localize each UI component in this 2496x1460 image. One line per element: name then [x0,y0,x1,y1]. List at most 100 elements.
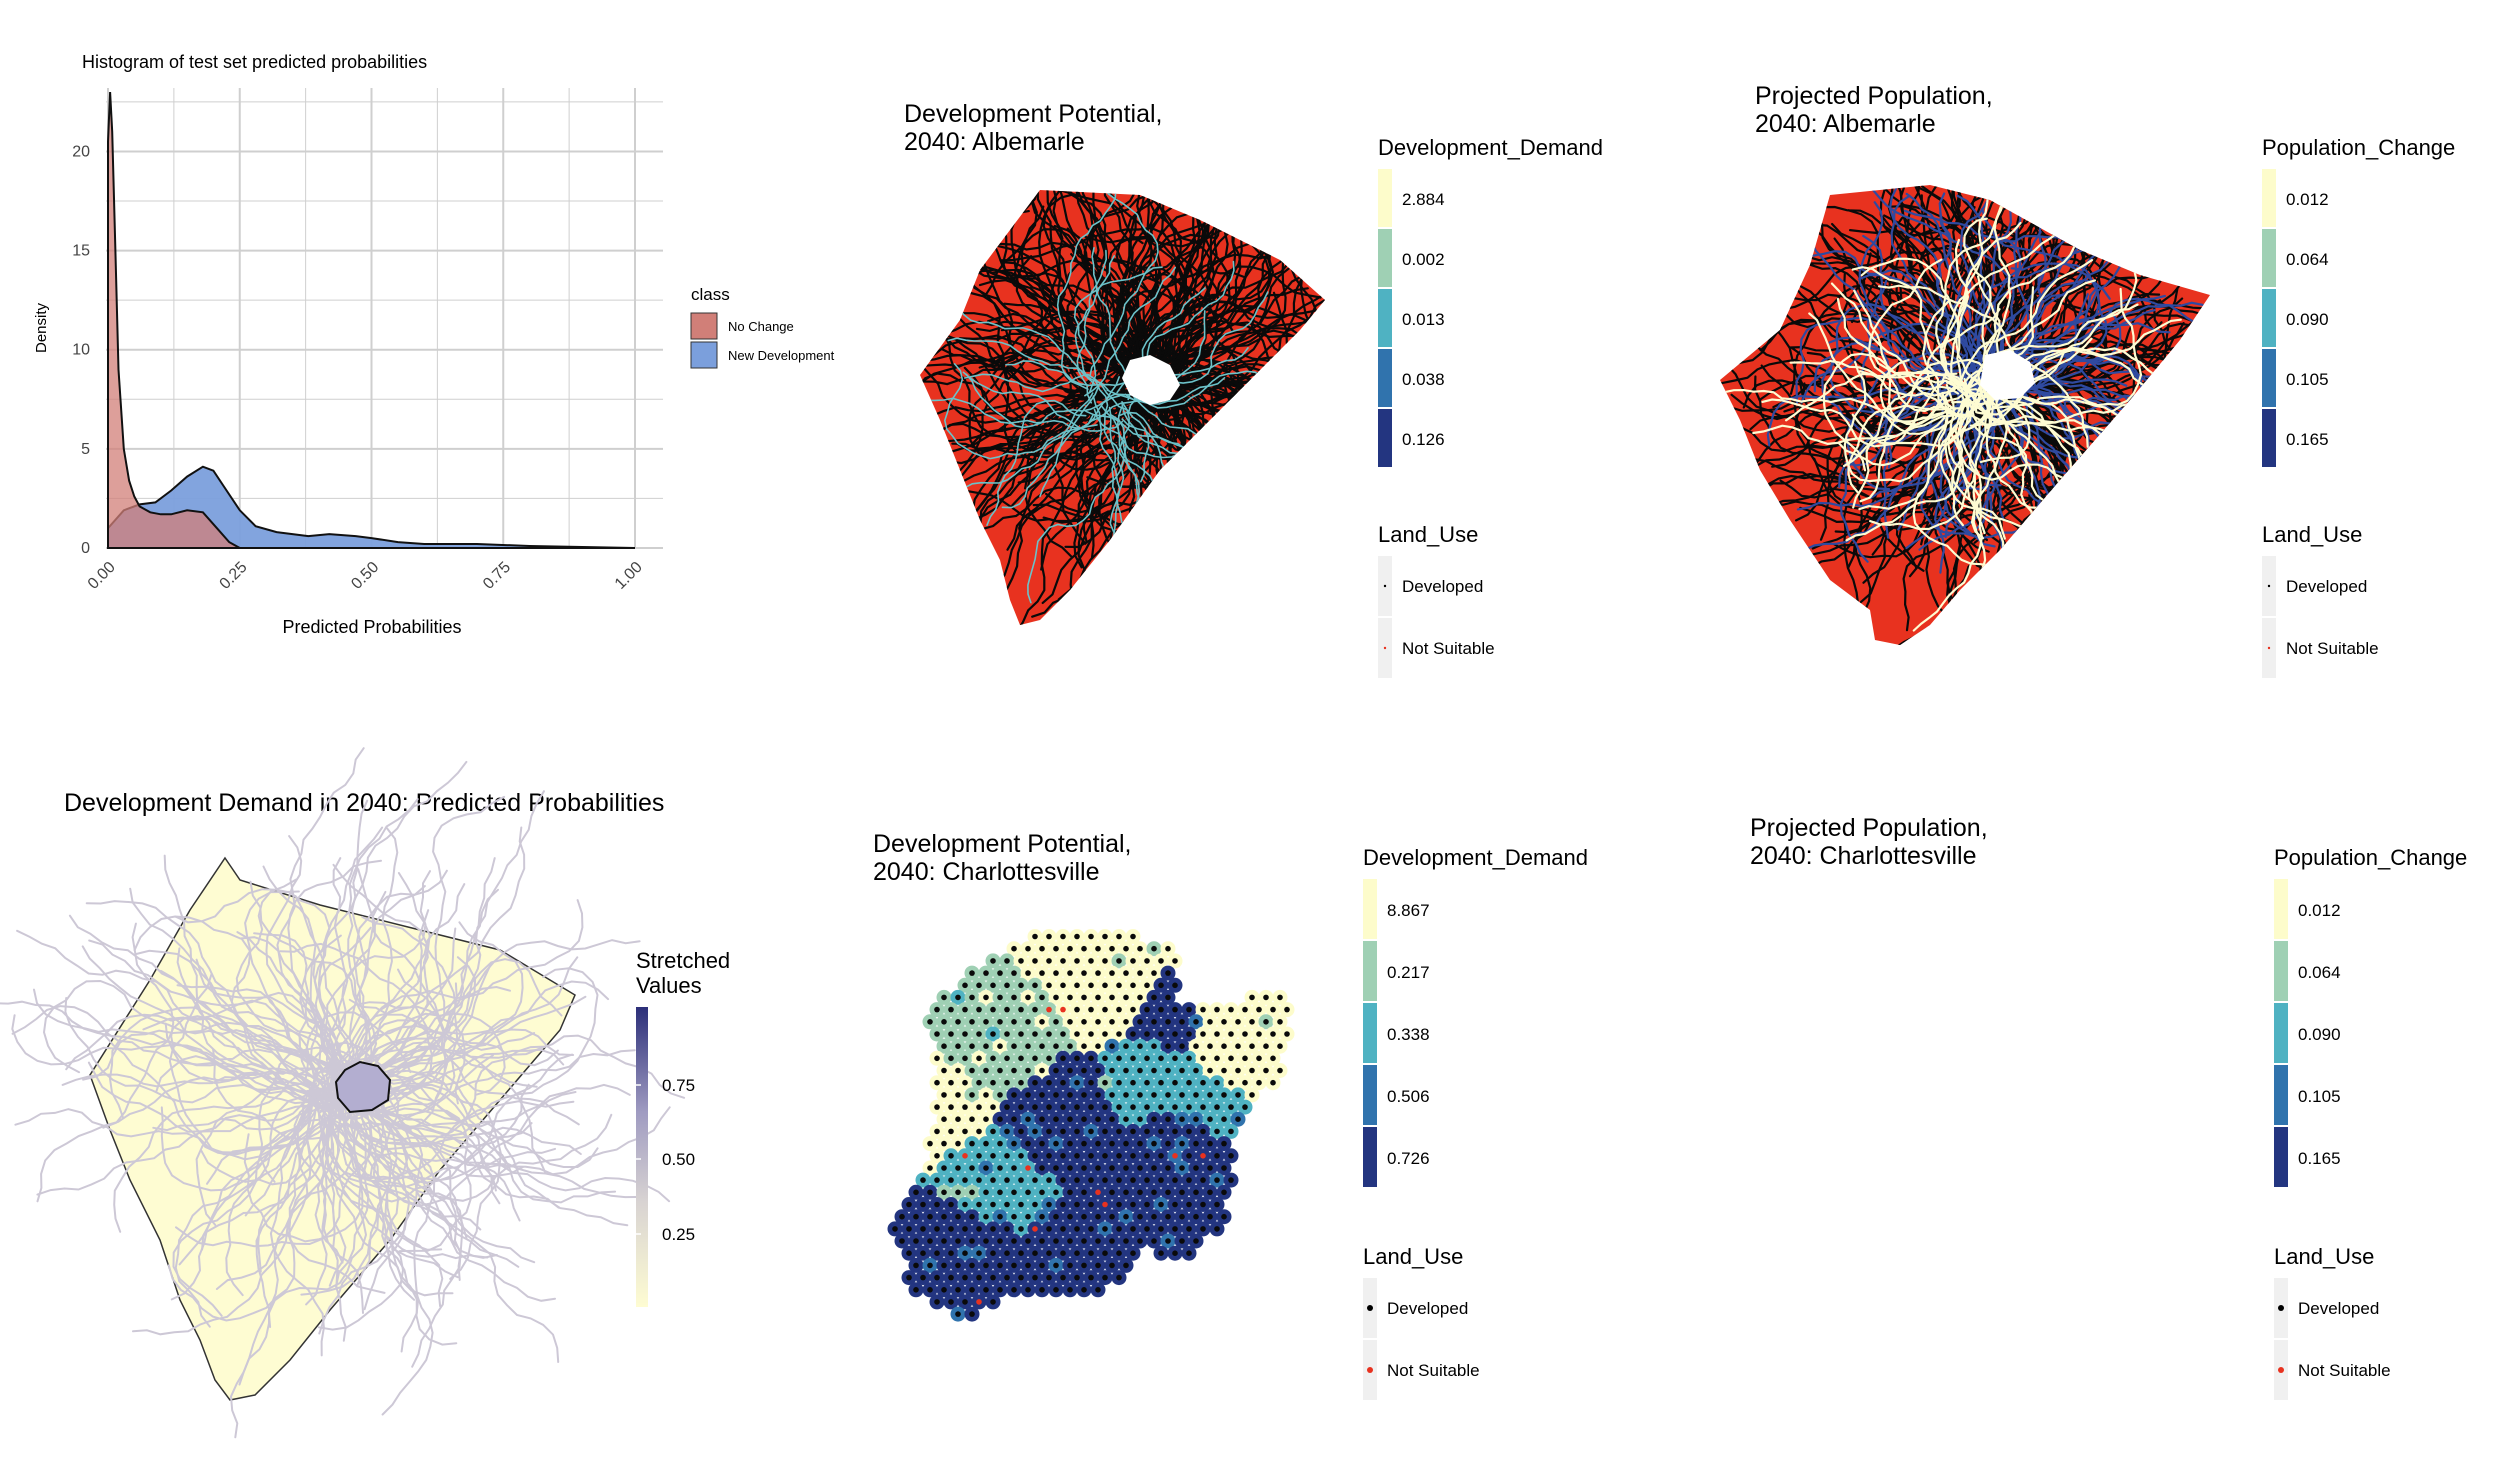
density-x-ticks: 0.00 0.25 0.50 0.75 1.00 [85,559,646,593]
albemarle-dev-road-network [920,190,1325,625]
charlottesville-hole-pop [1980,350,2035,400]
land-use-point [1102,1104,1108,1110]
land-use-point [1004,1104,1010,1110]
land-use-point [1074,1079,1080,1086]
road-segment [296,1078,339,1290]
land-use-point [1095,1116,1101,1122]
land-use-point [1018,1006,1024,1013]
road-segment [340,1085,556,1208]
road-segment [175,1114,374,1248]
legend-entry-label: 0.217 [1387,963,1430,982]
land-use-point [955,1116,961,1122]
legend-title: Development_Demand [1363,845,1588,870]
land-use-point [1207,1067,1213,1074]
road-segment [1925,308,2001,411]
land-use-point [948,1201,954,1208]
land-use-point [1214,1177,1220,1183]
land-use-point [1102,958,1108,964]
road-segment [174,888,352,1085]
land-use-point [1011,945,1017,952]
road-segment [1098,391,1166,551]
land-use-point [941,1140,947,1147]
land-use-point [1151,970,1157,976]
road-segment [920,387,1146,419]
land-use-point [1165,994,1171,1001]
land-use-point [969,1116,975,1122]
land-use-point [1088,1250,1094,1256]
land-use-point [1193,1140,1199,1147]
land-use-point [955,1213,961,1220]
land-use-point [990,1031,996,1037]
land-use-point [1144,1006,1150,1013]
road-segment [304,1011,412,1107]
legend-entry-label: 0.013 [1402,310,1445,329]
land-use-point [997,970,1003,976]
land-use-point [955,1287,961,1293]
density-y-tick-label: 0 [81,540,90,557]
land-use-point [1116,1055,1122,1062]
land-use-point [1179,1092,1185,1098]
land-use-dot [2278,1367,2284,1373]
legend-entry-label: 0.090 [2298,1025,2341,1044]
land-use-point [1004,1274,1010,1281]
land-use-point [1081,1019,1087,1025]
land-use-point [1256,1055,1262,1062]
land-use-point [1235,1092,1241,1098]
land-use-legend-title: Land_Use [2262,522,2362,547]
land-use-point [1088,933,1094,940]
land-use-point [962,1079,968,1086]
land-use-point [1011,994,1017,1001]
land-use-point [1053,1092,1059,1098]
land-use-point [1011,1140,1017,1147]
road-segment [2010,297,2198,392]
land-use-point [1137,1165,1143,1171]
land-use-point [1046,1006,1052,1013]
land-use-point [934,1128,940,1135]
land-use-point [997,1287,1003,1293]
density-y-tick-label: 20 [72,143,90,160]
land-use-point [1081,1043,1087,1049]
land-use-point [1221,1092,1227,1098]
road-segment [1128,190,1271,394]
land-use-dot [2278,1305,2284,1311]
density-title: Histogram of test set predicted probabil… [82,52,427,72]
land-use-point [1032,1104,1038,1110]
land-use-point [1074,933,1080,940]
land-use-point [969,1043,975,1049]
road-segment [964,373,1085,393]
land-use-point [1116,982,1122,989]
land-use-point [969,1311,975,1317]
legend-entry-label: 0.038 [1402,370,1445,389]
land-use-point [1053,945,1059,952]
land-use-point [906,1274,912,1281]
land-use-point [1158,1055,1164,1062]
road-segment [999,226,1191,403]
road-segment [361,1118,556,1302]
land-use-point [1018,1079,1024,1086]
road-segment [1092,395,1121,533]
road-segment [344,985,511,1088]
land-use-point [941,994,947,1001]
land-use-point [1060,1201,1066,1208]
land-use-point [1172,1128,1178,1135]
land-use-point [1046,958,1052,964]
legend-swatch [2262,289,2276,347]
land-use-point [1046,1226,1052,1232]
land-use-point [1109,1019,1115,1025]
land-use-point [1186,1250,1192,1256]
density-panel: Histogram of test set predicted probabil… [33,52,835,637]
land-use-point [1207,1092,1213,1098]
land-use-point [1067,1189,1073,1196]
road-segment [341,799,378,1106]
land-use-point [1067,1092,1073,1098]
land-use-point [976,1128,982,1135]
land-use-point [1011,970,1017,976]
land-use-point [934,1274,940,1281]
land-use-point [1200,1079,1206,1086]
land-use-point [1095,1213,1101,1220]
land-use-legend-title: Land_Use [1363,1244,1463,1269]
land-use-point [1151,994,1157,1001]
road-segment [1093,190,1157,376]
land-use-point [969,1189,975,1196]
land-use-point [1144,1128,1150,1135]
